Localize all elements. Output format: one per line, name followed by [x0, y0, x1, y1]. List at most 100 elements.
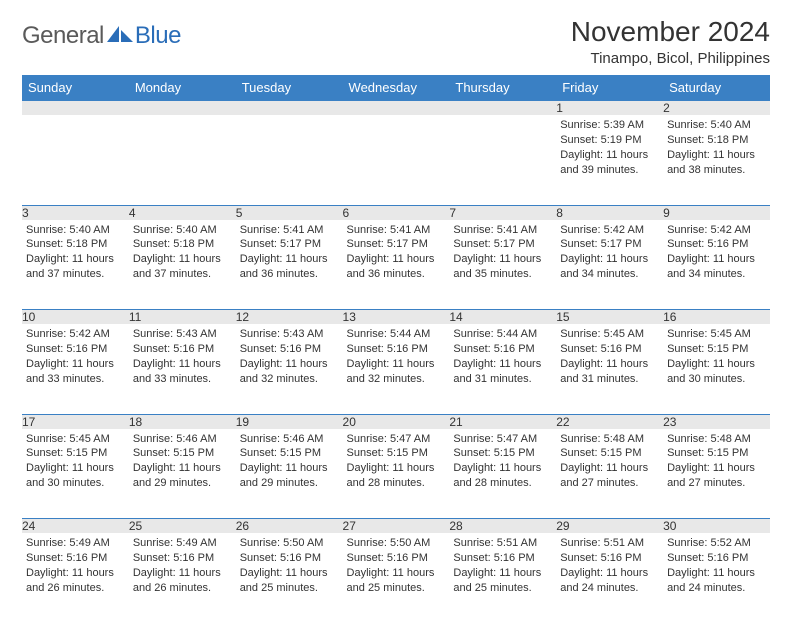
day-cell: Sunrise: 5:45 AMSunset: 5:15 PMDaylight:…: [22, 429, 129, 519]
day-number: 7: [449, 205, 556, 220]
day-details: Sunrise: 5:39 AMSunset: 5:19 PMDaylight:…: [556, 115, 663, 183]
day-number: 6: [343, 205, 450, 220]
day-number: 20: [343, 414, 450, 429]
day-number: 5: [236, 205, 343, 220]
day-number: 12: [236, 310, 343, 325]
day-details: Sunrise: 5:40 AMSunset: 5:18 PMDaylight:…: [22, 220, 129, 288]
day-details: Sunrise: 5:47 AMSunset: 5:15 PMDaylight:…: [343, 429, 450, 497]
day-details: Sunrise: 5:42 AMSunset: 5:16 PMDaylight:…: [663, 220, 770, 288]
empty-day-number: [129, 101, 236, 116]
day-cell: Sunrise: 5:41 AMSunset: 5:17 PMDaylight:…: [343, 220, 450, 310]
location: Tinampo, Bicol, Philippines: [571, 50, 770, 67]
day-number: 26: [236, 519, 343, 534]
day-cell: [236, 115, 343, 205]
day-details: Sunrise: 5:52 AMSunset: 5:16 PMDaylight:…: [663, 533, 770, 601]
calendar-table: SundayMondayTuesdayWednesdayThursdayFrid…: [22, 75, 770, 623]
day-cell: Sunrise: 5:51 AMSunset: 5:16 PMDaylight:…: [449, 533, 556, 623]
day-details: Sunrise: 5:49 AMSunset: 5:16 PMDaylight:…: [129, 533, 236, 601]
day-number: 19: [236, 414, 343, 429]
day-number: 18: [129, 414, 236, 429]
daynum-row: 3456789: [22, 205, 770, 220]
day-details: Sunrise: 5:42 AMSunset: 5:16 PMDaylight:…: [22, 324, 129, 392]
day-details: Sunrise: 5:51 AMSunset: 5:16 PMDaylight:…: [556, 533, 663, 601]
day-number: 11: [129, 310, 236, 325]
title-block: November 2024 Tinampo, Bicol, Philippine…: [571, 16, 770, 67]
day-cell: Sunrise: 5:45 AMSunset: 5:15 PMDaylight:…: [663, 324, 770, 414]
day-number: 30: [663, 519, 770, 534]
day-details: Sunrise: 5:50 AMSunset: 5:16 PMDaylight:…: [236, 533, 343, 601]
day-cell: [449, 115, 556, 205]
day-cell: Sunrise: 5:44 AMSunset: 5:16 PMDaylight:…: [343, 324, 450, 414]
day-number: 24: [22, 519, 129, 534]
day-number: 2: [663, 101, 770, 116]
day-cell: Sunrise: 5:48 AMSunset: 5:15 PMDaylight:…: [663, 429, 770, 519]
day-cell: Sunrise: 5:42 AMSunset: 5:16 PMDaylight:…: [22, 324, 129, 414]
day-number: 25: [129, 519, 236, 534]
empty-day-number: [236, 101, 343, 116]
day-details: Sunrise: 5:50 AMSunset: 5:16 PMDaylight:…: [343, 533, 450, 601]
weekday-header: Tuesday: [236, 75, 343, 101]
day-details: Sunrise: 5:43 AMSunset: 5:16 PMDaylight:…: [236, 324, 343, 392]
day-cell: Sunrise: 5:47 AMSunset: 5:15 PMDaylight:…: [449, 429, 556, 519]
page-title: November 2024: [571, 16, 770, 48]
day-details: Sunrise: 5:40 AMSunset: 5:18 PMDaylight:…: [129, 220, 236, 288]
day-cell: [343, 115, 450, 205]
day-details: Sunrise: 5:43 AMSunset: 5:16 PMDaylight:…: [129, 324, 236, 392]
week-row: Sunrise: 5:49 AMSunset: 5:16 PMDaylight:…: [22, 533, 770, 623]
day-cell: Sunrise: 5:46 AMSunset: 5:15 PMDaylight:…: [236, 429, 343, 519]
day-details: Sunrise: 5:44 AMSunset: 5:16 PMDaylight:…: [449, 324, 556, 392]
day-cell: Sunrise: 5:45 AMSunset: 5:16 PMDaylight:…: [556, 324, 663, 414]
daynum-row: 24252627282930: [22, 519, 770, 534]
weekday-header: Friday: [556, 75, 663, 101]
week-row: Sunrise: 5:42 AMSunset: 5:16 PMDaylight:…: [22, 324, 770, 414]
weekday-header: Wednesday: [343, 75, 450, 101]
day-cell: [129, 115, 236, 205]
calendar-body: 12Sunrise: 5:39 AMSunset: 5:19 PMDayligh…: [22, 101, 770, 623]
empty-day-number: [343, 101, 450, 116]
logo-text-general: General: [22, 22, 104, 50]
day-number: 17: [22, 414, 129, 429]
day-number: 14: [449, 310, 556, 325]
day-number: 16: [663, 310, 770, 325]
header: General Blue November 2024 Tinampo, Bico…: [22, 16, 770, 67]
logo: General Blue: [22, 16, 181, 50]
day-number: 29: [556, 519, 663, 534]
day-details: Sunrise: 5:47 AMSunset: 5:15 PMDaylight:…: [449, 429, 556, 497]
weekday-header: Saturday: [663, 75, 770, 101]
empty-day-number: [449, 101, 556, 116]
day-cell: Sunrise: 5:52 AMSunset: 5:16 PMDaylight:…: [663, 533, 770, 623]
day-cell: Sunrise: 5:42 AMSunset: 5:16 PMDaylight:…: [663, 220, 770, 310]
day-details: Sunrise: 5:41 AMSunset: 5:17 PMDaylight:…: [343, 220, 450, 288]
day-number: 13: [343, 310, 450, 325]
day-cell: Sunrise: 5:40 AMSunset: 5:18 PMDaylight:…: [129, 220, 236, 310]
week-row: Sunrise: 5:40 AMSunset: 5:18 PMDaylight:…: [22, 220, 770, 310]
day-number: 4: [129, 205, 236, 220]
week-row: Sunrise: 5:45 AMSunset: 5:15 PMDaylight:…: [22, 429, 770, 519]
day-details: Sunrise: 5:46 AMSunset: 5:15 PMDaylight:…: [236, 429, 343, 497]
day-cell: Sunrise: 5:47 AMSunset: 5:15 PMDaylight:…: [343, 429, 450, 519]
logo-text-blue: Blue: [135, 22, 181, 50]
day-cell: Sunrise: 5:43 AMSunset: 5:16 PMDaylight:…: [236, 324, 343, 414]
day-number: 27: [343, 519, 450, 534]
day-cell: Sunrise: 5:41 AMSunset: 5:17 PMDaylight:…: [449, 220, 556, 310]
day-cell: Sunrise: 5:50 AMSunset: 5:16 PMDaylight:…: [343, 533, 450, 623]
day-details: Sunrise: 5:45 AMSunset: 5:15 PMDaylight:…: [663, 324, 770, 392]
day-cell: Sunrise: 5:50 AMSunset: 5:16 PMDaylight:…: [236, 533, 343, 623]
day-details: Sunrise: 5:51 AMSunset: 5:16 PMDaylight:…: [449, 533, 556, 601]
day-number: 23: [663, 414, 770, 429]
day-details: Sunrise: 5:42 AMSunset: 5:17 PMDaylight:…: [556, 220, 663, 288]
day-number: 8: [556, 205, 663, 220]
day-cell: Sunrise: 5:44 AMSunset: 5:16 PMDaylight:…: [449, 324, 556, 414]
day-number: 1: [556, 101, 663, 116]
day-details: Sunrise: 5:40 AMSunset: 5:18 PMDaylight:…: [663, 115, 770, 183]
day-cell: Sunrise: 5:43 AMSunset: 5:16 PMDaylight:…: [129, 324, 236, 414]
day-details: Sunrise: 5:48 AMSunset: 5:15 PMDaylight:…: [556, 429, 663, 497]
day-number: 15: [556, 310, 663, 325]
weekday-header: Thursday: [449, 75, 556, 101]
day-number: 9: [663, 205, 770, 220]
day-details: Sunrise: 5:41 AMSunset: 5:17 PMDaylight:…: [449, 220, 556, 288]
day-number: 21: [449, 414, 556, 429]
day-cell: Sunrise: 5:49 AMSunset: 5:16 PMDaylight:…: [129, 533, 236, 623]
weekday-header: Sunday: [22, 75, 129, 101]
weekday-header-row: SundayMondayTuesdayWednesdayThursdayFrid…: [22, 75, 770, 101]
